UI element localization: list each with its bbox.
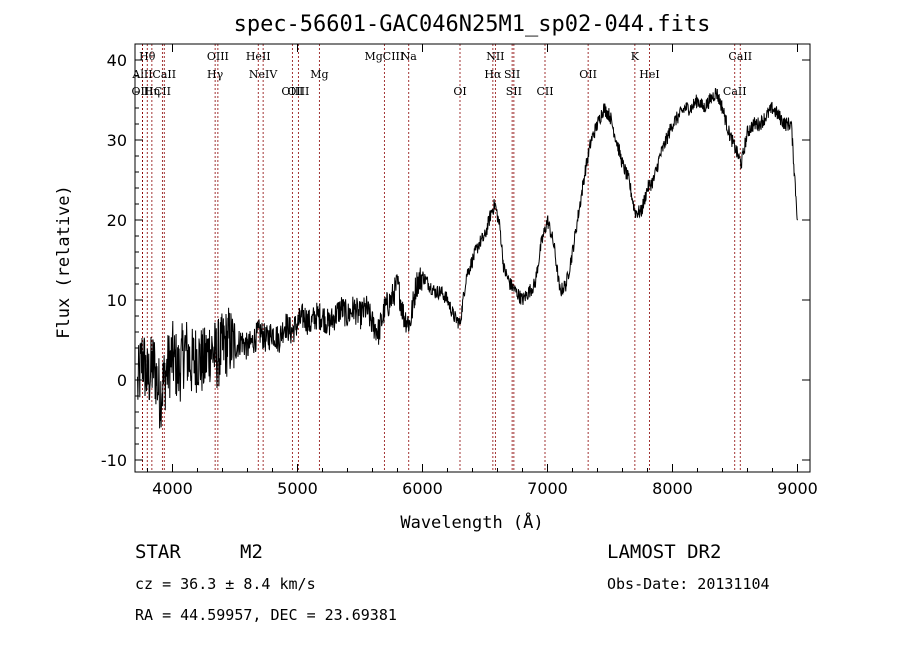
spectral-line-label: OIII (287, 85, 309, 98)
y-tick-label: 30 (107, 131, 127, 150)
spectral-line-label: MgCIII (364, 50, 404, 63)
spectral-line-label: OI (453, 85, 466, 98)
spectral-line-label: NeIV (249, 68, 278, 81)
spectral-line-label: CaII (152, 68, 176, 81)
x-axis-ticks: 4000 5000 6000 7000 8000 9000 (147, 44, 818, 498)
spectral-line-labels: HθAlIIOIIIHηCIICaIIOIIIHγHeIINeIVOIIIOII… (131, 50, 752, 98)
spectral-line-label: OIII (207, 50, 229, 63)
spectral-line-label: HeII (246, 50, 271, 63)
y-tick-label: -10 (101, 451, 127, 470)
spectrum-series-line (137, 87, 798, 429)
y-tick-label: 0 (117, 371, 127, 390)
survey-name: LAMOST DR2 (607, 541, 721, 563)
spectral-line-label: OIII (131, 85, 153, 98)
object-subclass: M2 (240, 541, 263, 563)
spectral-line-label: SII (504, 68, 520, 81)
x-tick-label: 7000 (527, 479, 568, 498)
spectral-line-label: Hθ (139, 50, 156, 63)
x-tick-label: 8000 (652, 479, 693, 498)
y-axis-label: Flux (relative) (54, 185, 74, 339)
spectral-line-label: Na (401, 50, 418, 63)
spectral-line-label: Hη (144, 85, 160, 98)
spectral-line-label: Mg (310, 68, 328, 81)
object-class: STAR (135, 541, 181, 563)
spectral-line-label: Hα (484, 68, 502, 81)
spectral-line-label: SII (506, 85, 522, 98)
y-tick-label: 20 (107, 211, 127, 230)
spectral-line-label: CII (154, 85, 171, 98)
spectral-line-markers (142, 44, 741, 472)
y-tick-label: 40 (107, 51, 127, 70)
x-tick-label: 4000 (152, 479, 193, 498)
x-tick-label: 5000 (277, 479, 318, 498)
x-tick-label: 9000 (777, 479, 818, 498)
spectral-line-label: OIII (281, 85, 303, 98)
spectral-line-label: K (631, 50, 640, 63)
spectral-line-label: CaII (723, 85, 747, 98)
spectral-line-label: CII (536, 85, 553, 98)
coordinates-text: RA = 44.59957, DEC = 23.69381 (135, 606, 397, 624)
redshift-text: cz = 36.3 ± 8.4 km/s (135, 575, 316, 593)
spectral-line-label: NII (486, 50, 504, 63)
observation-date: Obs-Date: 20131104 (607, 575, 770, 593)
y-tick-label: 10 (107, 291, 127, 310)
spectral-line-label: AlII (131, 68, 152, 81)
x-tick-label: 6000 (402, 479, 443, 498)
x-axis-label: Wavelength (Å) (400, 511, 543, 533)
y-axis-ticks: -10 0 10 20 30 40 (101, 51, 810, 470)
spectral-line-label: CaII (728, 50, 752, 63)
spectral-line-label: OII (579, 68, 597, 81)
spectral-line-label: Hγ (207, 68, 224, 81)
chart-title: spec-56601-GAC046N25M1_sp02-044.fits (234, 12, 711, 37)
spectral-line-label: HeI (639, 68, 659, 81)
